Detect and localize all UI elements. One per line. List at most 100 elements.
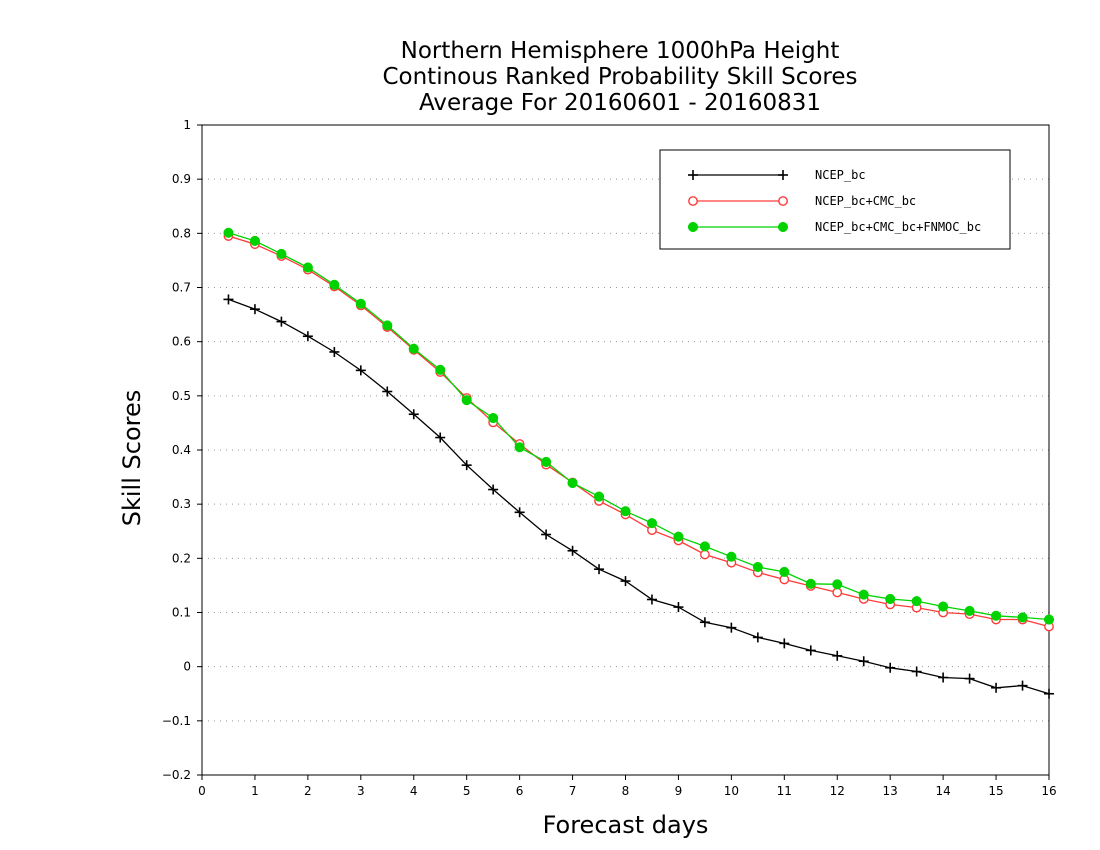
y-tick-label: 0.7 <box>172 281 191 295</box>
chart-title: Northern Hemisphere 1000hPa HeightContin… <box>382 38 857 116</box>
legend-marker <box>688 170 698 180</box>
y-tick-label: 0.5 <box>172 389 191 403</box>
y-axis-label: Skill Scores <box>118 390 146 527</box>
data-point <box>329 346 340 357</box>
data-point <box>276 316 287 327</box>
data-point <box>567 545 578 556</box>
series-0 <box>223 294 1054 699</box>
x-tick-label: 6 <box>516 784 524 798</box>
y-tick-label: 0.4 <box>172 443 191 457</box>
gridlines <box>202 178 1049 722</box>
data-point <box>302 331 313 342</box>
data-point <box>435 364 446 375</box>
x-tick-label: 1 <box>251 784 259 798</box>
data-point <box>991 682 1002 693</box>
y-tick-label: 0 <box>183 660 191 674</box>
legend-label: NCEP_bc+CMC_bc <box>815 194 916 208</box>
x-tick-label: 8 <box>622 784 630 798</box>
data-point <box>752 632 763 643</box>
x-tick-label: 16 <box>1041 784 1056 798</box>
series-line <box>228 235 1050 628</box>
data-point <box>541 529 552 540</box>
data-point <box>461 460 472 471</box>
data-point <box>302 262 313 273</box>
data-point <box>594 564 605 575</box>
data-point <box>938 672 949 683</box>
data-point <box>408 409 419 420</box>
data-point <box>885 662 896 673</box>
data-point <box>1017 612 1028 623</box>
data-point <box>355 298 366 309</box>
data-point <box>1043 614 1055 625</box>
data-point <box>593 491 605 502</box>
data-point <box>408 343 419 354</box>
data-point <box>673 602 684 613</box>
data-point <box>938 601 949 612</box>
series-line <box>228 232 1050 621</box>
data-point <box>779 566 790 577</box>
data-point <box>488 484 499 495</box>
y-axis: −0.2 −0.1 0 0.1 0.2 0.3 0.4 0.5 0.6 0.7 0.8 0.9 1 <box>162 118 202 782</box>
data-point <box>832 579 843 590</box>
legend: NCEP_bc NCEP_bc+CMC_bc NCEP_bc+CMC_bc+FNMO… <box>659 149 1011 250</box>
data-point <box>249 304 260 315</box>
data-point <box>726 551 737 562</box>
series-line <box>228 298 1050 695</box>
data-point <box>911 666 922 677</box>
x-tick-label: 9 <box>675 784 683 798</box>
legend-box <box>659 149 1011 250</box>
data-point <box>964 673 975 684</box>
x-axis: 0 1 2 3 4 5 6 7 8 9 10 11 12 13 14 15 16 <box>198 775 1057 798</box>
data-point <box>646 518 658 529</box>
data-point <box>355 365 366 376</box>
data-point <box>276 248 287 259</box>
data-point <box>885 593 896 605</box>
legend-marker <box>687 221 699 233</box>
y-tick-label: 0.9 <box>172 172 191 186</box>
title-line: Northern Hemisphere 1000hPa Height <box>401 38 840 64</box>
y-tick-label: 0.6 <box>172 335 191 349</box>
y-tick-label: 1 <box>183 118 191 132</box>
x-tick-label: 15 <box>988 784 1003 798</box>
x-axis-label: Forecast days <box>543 811 709 839</box>
data-point <box>223 227 234 238</box>
data-point <box>514 507 525 518</box>
x-tick-label: 14 <box>935 784 950 798</box>
data-point <box>382 386 393 397</box>
data-point <box>673 531 684 542</box>
x-tick-label: 3 <box>357 784 365 798</box>
data-point <box>700 549 710 560</box>
x-tick-label: 7 <box>569 784 577 798</box>
x-tick-label: 0 <box>198 784 206 798</box>
data-point <box>832 587 843 598</box>
y-tick-label: 0.3 <box>172 497 191 511</box>
y-tick-label: −0.1 <box>162 714 191 728</box>
y-tick-label: −0.2 <box>162 768 191 782</box>
data-point <box>991 610 1002 621</box>
data-point <box>911 596 922 607</box>
data-point <box>646 594 657 605</box>
data-point <box>726 622 737 633</box>
legend-label: NCEP_bc+CMC_bc+FNMOC_bc <box>815 220 981 234</box>
title-line: Average For 20160601 - 20160831 <box>419 90 821 116</box>
data-point <box>805 645 816 656</box>
data-point <box>805 578 816 589</box>
data-point <box>541 456 552 467</box>
y-tick-label: 0.1 <box>172 606 191 620</box>
data-point <box>567 477 578 489</box>
legend-marker <box>777 221 789 233</box>
data-point <box>699 541 710 552</box>
data-point <box>699 617 710 628</box>
data-point <box>779 638 790 649</box>
y-tick-label: 0.8 <box>172 226 191 240</box>
y-tick-label: 0.2 <box>172 551 191 565</box>
x-tick-label: 13 <box>883 784 898 798</box>
x-tick-label: 10 <box>724 784 739 798</box>
x-tick-label: 4 <box>410 784 418 798</box>
data-point <box>858 589 869 600</box>
data-point <box>832 650 843 661</box>
data-point <box>858 656 869 667</box>
x-tick-label: 5 <box>463 784 471 798</box>
x-tick-label: 11 <box>777 784 792 798</box>
